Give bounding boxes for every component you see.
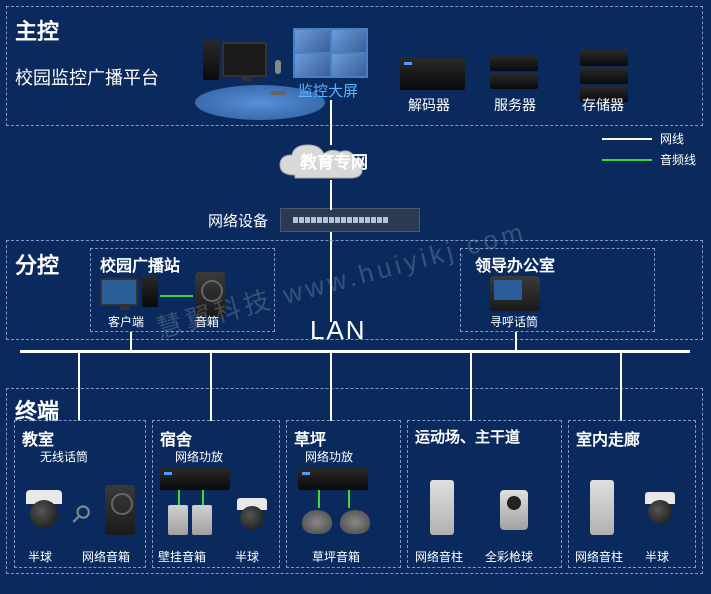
line-office-to-lan [515,332,517,350]
classroom-speaker-icon [105,485,135,535]
decoder-icon [400,58,465,90]
classroom-dome-label: 半球 [28,548,52,565]
lawn-title: 草坪 [294,426,326,450]
wireless-mic-label: 无线话筒 [40,448,88,465]
line-main-to-cloud [330,100,332,145]
corridor-dome-label: 半球 [645,548,669,565]
classroom-dome-icon [20,490,68,538]
lan-label: LAN [310,315,367,346]
net-equip-label: 网络设备 [208,210,268,231]
dorm-amp-icon [160,468,230,490]
decoder-label: 解码器 [408,95,450,115]
monitor-icon [222,42,267,77]
net-legend-label: 网线 [660,130,684,147]
line-broadcast-to-lan [130,332,132,350]
line-cloud-to-switch [330,180,332,210]
ptz-cam-icon [500,490,528,530]
broadcast-speaker-icon [195,272,225,317]
field-column-icon [430,480,454,535]
corridor-column-label: 网络音柱 [575,548,623,565]
broadcast-speaker-label: 音箱 [195,313,219,330]
paging-mic-icon [490,276,540,311]
broadcast-title: 校园广播站 [100,252,180,276]
audio-line-broadcast [160,295,193,297]
corridor-column-icon [590,480,614,535]
legend: 网线 音频线 [602,130,696,172]
line-lan-t2 [210,353,212,421]
video-wall-icon [293,28,368,78]
server-icon [490,55,538,91]
main-subtitle: 校园监控广播平台 [15,64,159,90]
dorm-amp-label: 网络功放 [175,448,223,465]
edu-net-label: 教育专网 [300,148,368,173]
wall-spk-1-icon [168,505,188,535]
lawn-spk-label: 草坪音箱 [312,548,360,565]
client-monitor-icon [100,278,138,306]
audio-lawn-2 [348,490,350,508]
audio-legend-label: 音频线 [660,151,696,168]
line-lan-t1 [78,353,80,421]
rock-spk-1-icon [302,510,332,534]
lan-bus [20,350,690,353]
main-title: 主控 [15,14,59,46]
line-lan-t5 [620,353,622,421]
field-column-label: 网络音柱 [415,548,463,565]
classroom-netspk-label: 网络音箱 [82,548,130,565]
lawn-amp-label: 网络功放 [305,448,353,465]
dorm-wallspk-label: 壁挂音箱 [158,548,206,565]
corridor-title: 室内走廊 [576,426,640,450]
switch-icon [280,208,420,232]
lawn-amp-icon [298,468,368,490]
dorm-dome-label: 半球 [235,548,259,565]
corridor-dome-icon [640,492,680,532]
paging-mic-label: 寻呼话筒 [490,313,538,330]
client-tower-icon [142,275,158,307]
classroom-title: 教室 [22,426,54,450]
line-lan-t3 [330,353,332,421]
audio-lawn-1 [318,490,320,508]
line-lan-t4 [470,353,472,421]
office-title: 领导办公室 [475,252,555,276]
audio-dorm-2 [202,490,204,505]
pc-tower-icon [203,40,219,80]
screen-label: 监控大屏 [298,80,358,101]
dorm-title: 宿舍 [160,426,192,450]
sub-title: 分控 [15,248,59,280]
wifi-icon [72,500,100,528]
client-label: 客户端 [108,313,144,330]
mic-icon [270,60,286,95]
audio-line-legend [602,159,652,161]
dorm-dome-icon [232,498,272,538]
field-title: 运动场、主干道 [415,426,520,447]
wall-spk-2-icon [192,505,212,535]
storage-label: 存储器 [582,95,624,115]
server-label: 服务器 [494,95,536,115]
field-ptz-label: 全彩枪球 [485,548,533,565]
audio-dorm-1 [178,490,180,505]
net-line-legend [602,138,652,140]
rock-spk-2-icon [340,510,370,534]
